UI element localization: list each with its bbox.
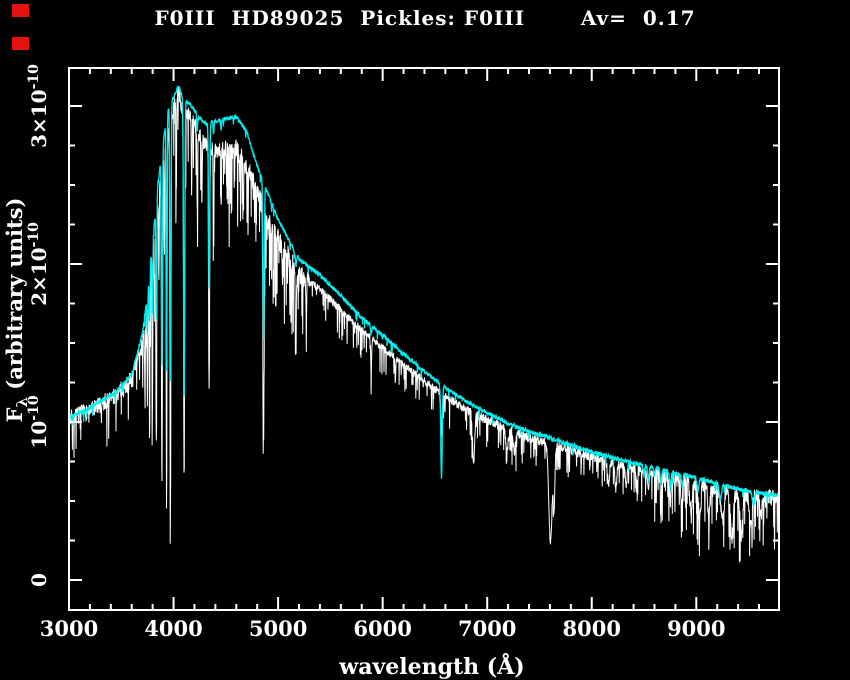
x-tick-label: 6000 [353,616,411,641]
x-tick-label: 7000 [458,616,516,641]
red-square-marker-top [12,4,29,17]
x-tick-label: 5000 [249,616,307,641]
y-tick-label: 10-10 [26,395,51,448]
x-tick-label: 3000 [40,616,98,641]
y-tick-label: 2×10-10 [26,222,51,306]
y-axis-title: Fλ (arbitrary units) [2,198,31,423]
y-tick-label: 3×10-10 [26,64,51,148]
red-square-marker-bottom [12,37,29,50]
x-axis-title: wavelength (Å) [338,653,524,680]
y-tick-label: 0 [27,573,51,587]
observed-spectrum-line [69,86,779,563]
x-tick-label: 4000 [144,616,202,641]
x-tick-label: 9000 [667,616,725,641]
x-tick-label: 8000 [563,616,621,641]
template-spectrum-line [69,84,779,506]
plot-title: F0III HD89025 Pickles: F0III Av= 0.17 [154,6,696,30]
